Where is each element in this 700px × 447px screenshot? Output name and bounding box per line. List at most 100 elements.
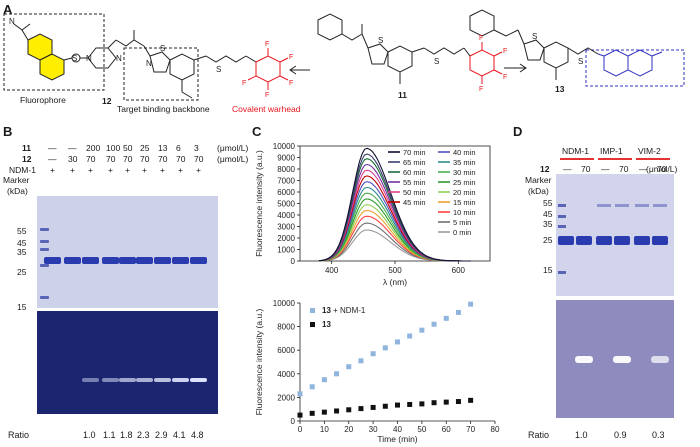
svg-text:N: N — [116, 54, 122, 63]
panel-label-c: C — [252, 124, 262, 139]
marker-kda-label: 25 — [17, 267, 27, 277]
d-ratio-value: 0.9 — [614, 430, 627, 440]
time-x-tick-label: 30 — [369, 425, 378, 434]
emission-spectra-chart: 0 1000 2000 3000 4000 5000 6000 7000 8000 9000 100… — [254, 142, 491, 287]
time-x-tick-label: 70 — [466, 425, 475, 434]
time-x-tick-label: 40 — [393, 425, 402, 434]
data-point — [395, 402, 400, 408]
time-y-tick-label: 6000 — [277, 346, 295, 355]
data-point — [382, 345, 388, 351]
d-ratio-value: 1.0 — [575, 430, 588, 440]
svg-text:S: S — [532, 32, 537, 41]
row-12-value: 70 — [86, 154, 96, 164]
svg-text:S: S — [378, 36, 383, 45]
time-x-tick-label: 50 — [417, 425, 426, 434]
covalent-warhead-label: Covalent warhead — [232, 104, 301, 114]
protein-band — [154, 257, 171, 264]
row-12-value: 70 — [106, 154, 116, 164]
d-protein-band — [614, 236, 630, 245]
ratio-label: Ratio — [8, 430, 30, 440]
spectra-y-tick-label: 6000 — [277, 188, 295, 197]
time-x-tick-label: 0 — [298, 425, 303, 434]
legend-entry: 35 min — [453, 158, 476, 167]
enzyme-label: VIM-2 — [638, 146, 661, 156]
d-marker-kda-label: 15 — [543, 265, 553, 275]
row-12-value: — — [48, 154, 57, 164]
data-point — [309, 410, 315, 416]
row-11-value: — — [48, 143, 57, 153]
spectra-y-axis-label: Fluorescence intensity (a.u.) — [254, 150, 264, 257]
row-ndm-value: + — [108, 165, 113, 175]
row-12-value: 70 — [194, 154, 204, 164]
row-ndm-value: + — [178, 165, 183, 175]
data-point — [346, 364, 352, 370]
panel-label-a: A — [3, 2, 13, 17]
d-conc-value: — — [563, 164, 572, 174]
marker-band — [40, 264, 49, 267]
row-12-value: 70 — [123, 154, 133, 164]
svg-text:F: F — [289, 54, 293, 61]
time-x-axis-label: Time (min) — [377, 434, 417, 444]
d-unit: (μmol/L) — [646, 164, 678, 174]
data-point — [419, 401, 425, 407]
chemical-scheme: N S N N S N S S S S S F F F F F F F F F — [3, 9, 685, 101]
row-11-value: 50 — [123, 143, 133, 153]
row-ndm-value: + — [50, 165, 55, 175]
legend-entry: 0 min — [453, 228, 471, 237]
compound-13-label: 13 — [555, 84, 565, 94]
row-11-value: 200 — [86, 143, 101, 153]
fluorophore-label: Fluorophore — [20, 95, 66, 105]
row-12-value: 30 — [68, 154, 78, 164]
d-protein-band — [558, 236, 574, 245]
row-11-value: 13 — [158, 143, 168, 153]
legend-entry: 40 min — [453, 148, 476, 157]
data-point — [395, 339, 400, 345]
warhead-ring-1 — [255, 55, 281, 83]
marker-band — [40, 228, 49, 231]
data-point — [321, 409, 327, 415]
row-11-value: 3 — [194, 143, 199, 153]
enzyme-underline — [598, 158, 632, 160]
svg-text:S: S — [434, 57, 439, 66]
d-fluor-band — [651, 356, 669, 363]
enzyme-underline — [560, 158, 594, 160]
svg-text:F: F — [242, 80, 246, 87]
data-point — [358, 358, 364, 364]
d-kda-label: (kDa) — [528, 186, 549, 196]
d-conc-value: 70 — [619, 164, 629, 174]
spectra-y-tick-label: 4000 — [277, 211, 295, 220]
svg-text:S: S — [72, 54, 77, 63]
protein-band — [64, 257, 81, 264]
time-course-chart: 0 2000 4000 6000 8000 10000 0 10 20 30 40 50 60 70 80 T… — [254, 299, 500, 444]
data-point — [321, 377, 327, 383]
d-ratio-label: Ratio — [528, 430, 550, 440]
marker-kda-label: 55 — [17, 226, 27, 236]
data-point — [455, 309, 461, 315]
protein-band — [119, 257, 136, 264]
d-ratio-value: 0.3 — [652, 430, 665, 440]
data-point — [455, 399, 461, 405]
time-x-tick-label: 20 — [344, 425, 353, 434]
legend-swatch — [310, 308, 315, 313]
row-ndm-value: + — [70, 165, 75, 175]
panel-label-d: D — [513, 124, 523, 139]
d-marker-kda-label: 35 — [543, 219, 553, 229]
coomassie-gel — [37, 196, 218, 308]
d-coomassie-gel — [556, 174, 674, 296]
spectra-y-tick-label: 5000 — [277, 200, 295, 209]
marker-band — [40, 240, 49, 243]
ratio-value: 4.8 — [191, 430, 204, 440]
svg-text:F: F — [479, 86, 483, 93]
data-point — [297, 391, 303, 397]
protein-band — [190, 257, 207, 264]
protein-band — [136, 257, 153, 264]
row-12-value: 70 — [158, 154, 168, 164]
d-protein-band — [596, 236, 612, 245]
fluor-band — [190, 378, 207, 382]
fluorescence-gel — [37, 311, 218, 414]
spectra-y-tick-label: 2000 — [277, 234, 295, 243]
spectra-x-axis-label: λ (nm) — [383, 277, 407, 287]
legend-entry: 13 — [322, 320, 331, 329]
row-ndm-value: + — [160, 165, 165, 175]
data-point — [358, 406, 364, 412]
